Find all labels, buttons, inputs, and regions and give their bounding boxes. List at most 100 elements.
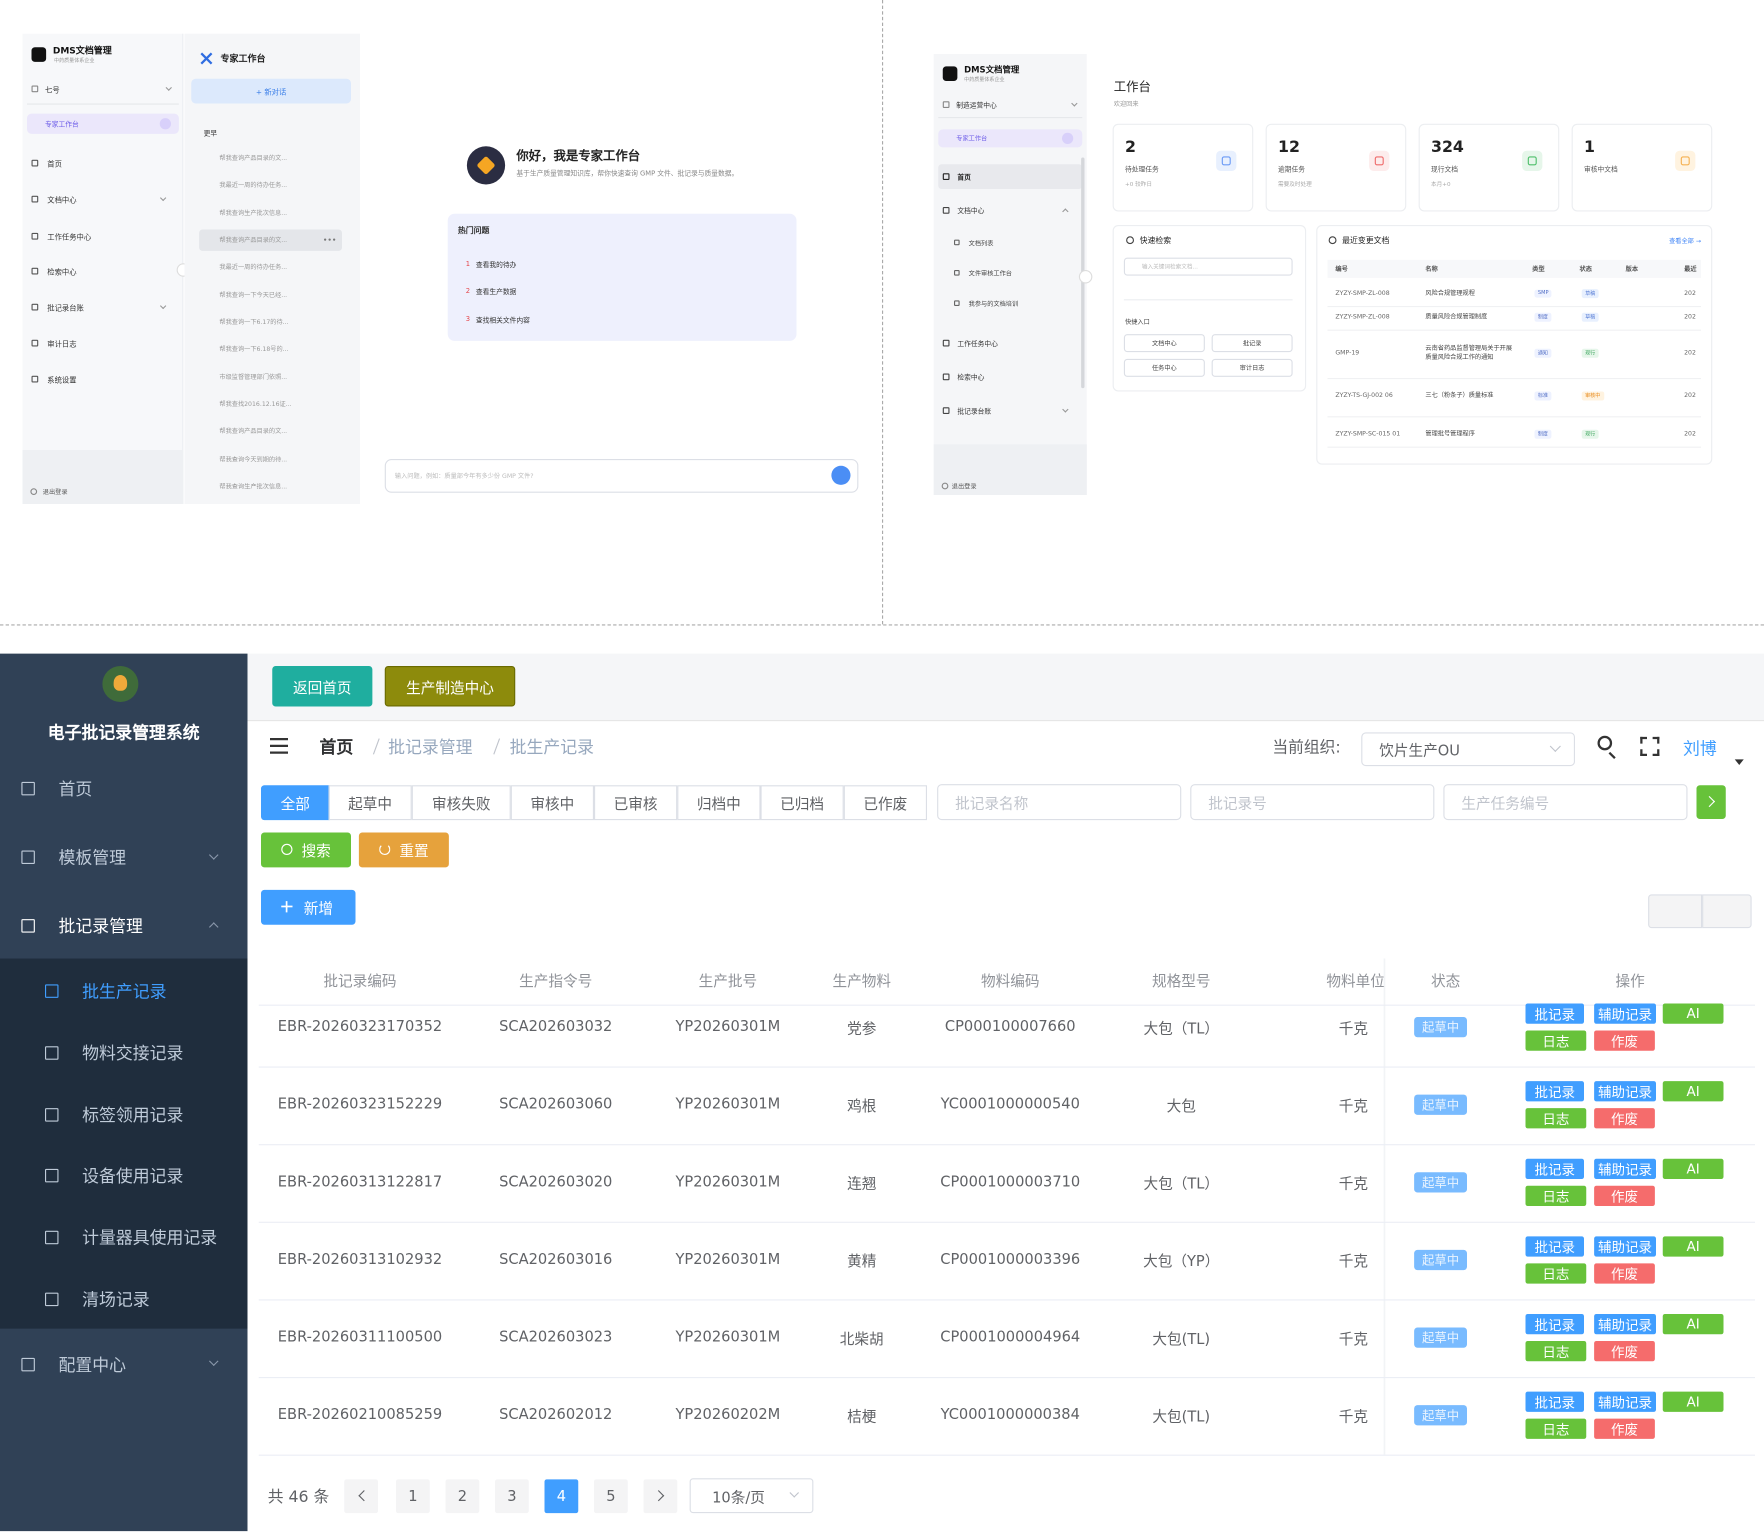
filter-input[interactable] [1443,784,1688,821]
fullscreen-icon[interactable] [1640,736,1660,756]
status-tag[interactable]: 起草中 [1414,1017,1467,1038]
status-tag[interactable]: 起草中 [1414,1249,1467,1271]
submenu-item[interactable]: 标签领用记录 [82,1105,184,1126]
action-button[interactable]: 辅助记录 [1594,1236,1656,1257]
menu-item[interactable]: 批记录管理 [58,916,143,937]
action-button[interactable]: 批记录 [1525,1391,1584,1412]
shortcut-button[interactable]: 任务中心 [1123,358,1205,377]
status-tab[interactable]: 已审核 [594,785,678,821]
center-button[interactable]: 生产制造中心 [384,666,516,707]
page-button[interactable]: 2 [445,1479,480,1514]
action-button[interactable]: 日志 [1525,1185,1587,1206]
action-button[interactable]: AI [1662,1003,1724,1024]
new-chat-button[interactable]: + 新对话 [191,78,351,104]
doc-date: 202 [1684,392,1696,400]
send-button[interactable] [831,465,851,485]
shortcut-button[interactable]: 审计日志 [1211,358,1293,377]
org-select[interactable] [1361,732,1575,767]
fixed-column-shadow [1383,958,1386,1455]
type-tag: 标准 [1534,391,1552,401]
action-button[interactable]: 日志 [1525,1263,1587,1284]
menu-item[interactable]: 模板管理 [58,847,127,868]
action-button[interactable]: AI [1662,1081,1724,1102]
shortcut-button[interactable]: 批记录 [1211,334,1293,353]
status-tab[interactable]: 已归档 [760,785,844,821]
action-button[interactable]: 批记录 [1525,1314,1584,1335]
history-title: 专家工作台 [220,53,266,64]
page-button[interactable]: 5 [594,1479,628,1514]
hamburger-line [270,751,288,754]
expand-button[interactable] [1696,785,1726,819]
status-tab[interactable]: 已作废 [843,785,927,821]
filter-input[interactable] [1190,784,1435,821]
action-button[interactable]: 批记录 [1525,1158,1584,1179]
status-tab[interactable]: 审核中 [510,785,594,821]
shortcut-button[interactable]: 文档中心 [1123,334,1205,353]
next-button[interactable] [643,1479,678,1514]
action-button[interactable]: 日志 [1525,1341,1587,1362]
menu-item[interactable]: 配置中心 [58,1355,127,1376]
action-button[interactable]: 辅助记录 [1594,1314,1656,1335]
status-tab[interactable]: 起草中 [328,785,412,821]
page-button[interactable]: 3 [495,1479,529,1514]
action-button[interactable]: 辅助记录 [1594,1003,1656,1024]
status-tab[interactable]: 审核失败 [411,785,511,821]
doc-code: ZYZY-SMP-ZL-008 [1335,290,1390,297]
action-button[interactable]: 作废 [1594,1108,1655,1129]
submenu-item[interactable]: 计量器具使用记录 [82,1227,218,1249]
status-tab[interactable]: 全部 [261,785,330,821]
add-button[interactable]: 新增 [261,889,356,925]
page-button[interactable]: 1 [396,1479,430,1514]
action-button[interactable]: AI [1662,1314,1724,1335]
action-button[interactable]: 日志 [1525,1108,1587,1129]
action-button[interactable]: AI [1662,1236,1724,1257]
status-tab[interactable]: 归档中 [677,785,761,821]
action-button[interactable]: 作废 [1594,1418,1655,1439]
menu-item: 文档中心 [957,207,985,216]
page-button[interactable]: 4 [544,1479,579,1514]
reset-button[interactable]: 重置 [358,832,449,868]
prev-button[interactable] [344,1479,378,1514]
more-link[interactable]: 查看全部 → [1669,238,1701,246]
action-button[interactable]: 批记录 [1525,1236,1584,1257]
logout: 退出登录 [42,489,68,497]
action-button[interactable]: 作废 [1594,1341,1655,1362]
stat-icon-glyph [1221,156,1231,166]
search-button[interactable]: 搜索 [261,832,351,868]
action-button[interactable]: 作废 [1594,1185,1655,1206]
user-name[interactable]: 刘博 [1683,738,1717,759]
toolbar-button[interactable] [1702,894,1752,929]
action-button[interactable]: 辅助记录 [1594,1391,1656,1412]
action-button[interactable]: 辅助记录 [1594,1158,1656,1179]
search-input[interactable] [1123,257,1293,276]
action-button[interactable]: AI [1662,1158,1724,1179]
action-button[interactable]: 作废 [1594,1263,1655,1284]
submenu-item[interactable]: 物料交接记录 [82,1043,184,1064]
user-name: 七号 [45,85,60,95]
submenu-item[interactable]: 清场记录 [82,1289,150,1311]
action-button[interactable]: 批记录 [1525,1081,1584,1102]
submenu-item[interactable]: 批生产记录 [82,981,167,1002]
action-button[interactable]: 日志 [1525,1418,1587,1439]
action-button[interactable]: 辅助记录 [1594,1081,1656,1102]
stat-note: +0 较昨日 [1125,181,1152,189]
status-tag[interactable]: 起草中 [1414,1327,1467,1348]
status-tag[interactable]: 起草中 [1414,1405,1467,1426]
action-button[interactable]: 作废 [1594,1030,1655,1051]
action-button[interactable]: 批记录 [1525,1003,1584,1024]
status-tag[interactable]: 起草中 [1414,1172,1467,1193]
home-button[interactable]: 返回首页 [272,666,373,707]
submenu-item[interactable]: 设备使用记录 [82,1166,184,1187]
status-tag[interactable]: 起草中 [1414,1094,1467,1115]
toolbar-button[interactable] [1648,894,1703,929]
menu-item[interactable]: 首页 [58,779,93,800]
doc-code: GMP-19 [1335,349,1360,357]
action-button[interactable]: AI [1662,1391,1724,1412]
search-icon[interactable] [1597,735,1613,751]
icon [45,984,59,998]
action-button[interactable]: 日志 [1525,1030,1587,1051]
chat-input[interactable] [384,459,859,493]
filter-input[interactable] [937,784,1182,821]
column-header: 规格型号 [1151,973,1211,991]
page-size-select[interactable] [689,1478,814,1514]
